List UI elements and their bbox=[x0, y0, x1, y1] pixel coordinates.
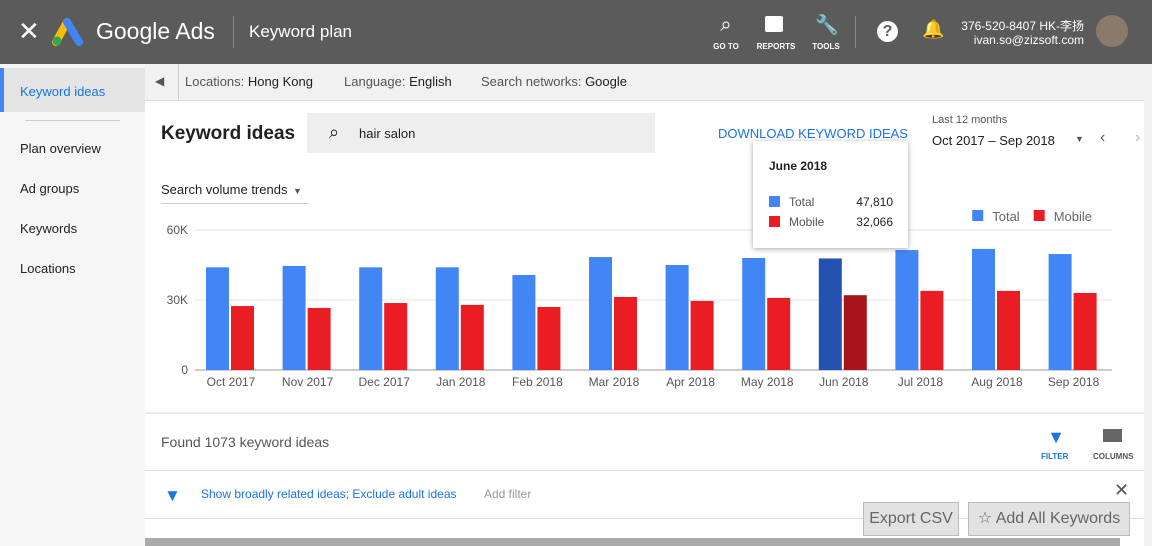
app-name: Google Ads bbox=[96, 18, 215, 44]
filter-label: Locations: bbox=[185, 74, 245, 89]
nav-reports[interactable]: REPORTS bbox=[756, 42, 796, 51]
bar bbox=[1048, 254, 1072, 370]
bar bbox=[537, 307, 561, 370]
x-tick-label: Oct 2017 bbox=[207, 375, 256, 389]
close-icon[interactable]: ✕ bbox=[18, 16, 40, 46]
next[interactable]: › bbox=[1135, 129, 1141, 146]
filter-text[interactable]: Show broadly related ideas; Exclude adul… bbox=[201, 487, 457, 501]
add-filter[interactable]: Add filter bbox=[484, 487, 532, 501]
trend-menu[interactable]: Search volume trends bbox=[161, 182, 288, 197]
bar bbox=[384, 303, 408, 370]
x-tick-label: Jul 2018 bbox=[898, 375, 944, 389]
bar bbox=[435, 267, 459, 370]
bar bbox=[665, 265, 689, 370]
bar bbox=[614, 296, 637, 370]
account-email: ivan.so@zizsoft.com bbox=[973, 33, 1084, 47]
range-label: Last 12 months bbox=[932, 114, 1008, 126]
bar bbox=[767, 297, 791, 370]
nav-goto[interactable]: GO TO bbox=[713, 42, 739, 51]
x-tick-label: Jun 2018 bbox=[819, 375, 869, 389]
prev[interactable]: ‹ bbox=[1100, 129, 1106, 146]
filter-bar: ◀ Locations: Hong Kong Language: English… bbox=[145, 64, 1144, 101]
bar bbox=[972, 248, 995, 370]
y-tick-label: 30K bbox=[167, 293, 188, 307]
bar bbox=[589, 257, 612, 370]
sidebar-item[interactable]: Ad groups bbox=[20, 181, 80, 196]
filter-value[interactable]: English bbox=[409, 74, 452, 89]
tooltip-title: June 2018 bbox=[769, 159, 828, 173]
x-tick-label: Nov 2017 bbox=[282, 375, 334, 389]
avatar[interactable] bbox=[1096, 15, 1128, 47]
tooltip: June 2018 Total 47,810 Mobile 32,066 bbox=[753, 141, 908, 248]
download-link[interactable]: DOWNLOAD KEYWORD IDEAS bbox=[718, 126, 908, 141]
x-tick-label: May 2018 bbox=[741, 375, 794, 389]
columns-button[interactable]: COLUMNS bbox=[1093, 452, 1134, 461]
bar bbox=[359, 267, 383, 370]
sidebar-item[interactable]: Plan overview bbox=[20, 141, 101, 156]
filter-label: Search networks: bbox=[481, 74, 582, 89]
nav-tools[interactable]: TOOLS bbox=[812, 42, 840, 51]
bar bbox=[1073, 293, 1097, 370]
bar bbox=[460, 304, 484, 370]
search-box[interactable]: ⌕ hair salon bbox=[307, 113, 655, 153]
header: ✕ Google Ads Keyword plan ⌕ 🔧 GO TO REPO… bbox=[0, 0, 1152, 64]
sidebar-item[interactable]: Keywords bbox=[20, 221, 78, 236]
add-all-label: Add All Keywords bbox=[995, 510, 1121, 527]
export-button[interactable]: Export CSV bbox=[863, 502, 959, 536]
results-card: Found 1073 keyword ideas ▼ FILTER COLUMN… bbox=[145, 414, 1144, 546]
x-tick-label: Jan 2018 bbox=[436, 375, 486, 389]
y-tick-label: 0 bbox=[181, 363, 188, 377]
bar bbox=[920, 290, 944, 370]
account-id: 376-520-8407 HK-李扬 bbox=[961, 19, 1084, 33]
bar bbox=[742, 258, 766, 370]
add-all-button[interactable]: ☆ Add All Keywords bbox=[968, 502, 1130, 536]
bar bbox=[512, 275, 536, 370]
bar bbox=[843, 295, 867, 370]
x-tick-label: Sep 2018 bbox=[1048, 375, 1100, 389]
legend-swatch bbox=[1033, 210, 1045, 221]
filter-button[interactable]: FILTER bbox=[1041, 452, 1069, 461]
help-icon[interactable]: ? bbox=[877, 21, 898, 42]
bar bbox=[895, 250, 919, 370]
sidebar: Keyword ideas Plan overview Ad groups Ke… bbox=[0, 64, 145, 546]
section-title: Keyword ideas bbox=[161, 123, 296, 144]
filter-value[interactable]: Hong Kong bbox=[247, 74, 313, 89]
legend-swatch bbox=[972, 210, 984, 221]
x-tick-label: Dec 2017 bbox=[359, 375, 411, 389]
filter-label: Language: bbox=[344, 74, 406, 89]
legend-label: Mobile bbox=[1054, 209, 1092, 224]
page-title: Keyword plan bbox=[249, 22, 353, 41]
bell-icon[interactable]: 🔔 bbox=[922, 19, 945, 39]
tooltip-label: Mobile bbox=[789, 215, 825, 229]
x-tick-label: Mar 2018 bbox=[589, 375, 640, 389]
sidebar-item[interactable]: Locations bbox=[20, 261, 76, 276]
bar bbox=[231, 306, 254, 370]
search-text: hair salon bbox=[359, 126, 416, 141]
close-filter[interactable]: ✕ bbox=[1114, 480, 1130, 500]
bar bbox=[690, 300, 714, 370]
tooltip-value: 32,066 bbox=[856, 215, 893, 229]
sidebar-item[interactable]: Keyword ideas bbox=[20, 84, 106, 99]
bar bbox=[307, 307, 331, 370]
chart: 0 30K 60K Oct 2017 Nov 2017 Dec 2017 Jan 2018 F… bbox=[167, 209, 1112, 389]
y-tick-label: 60K bbox=[167, 223, 188, 237]
x-tick-label: Feb 2018 bbox=[512, 375, 563, 389]
bar bbox=[818, 258, 842, 370]
tooltip-label: Total bbox=[789, 195, 815, 209]
bar bbox=[282, 265, 306, 370]
x-tick-label: Apr 2018 bbox=[666, 375, 715, 389]
tooltip-value: 47,810 bbox=[856, 195, 893, 209]
range-select[interactable]: Oct 2017 – Sep 2018 bbox=[932, 133, 1055, 148]
legend-label: Total bbox=[992, 209, 1020, 224]
x-tick-label: Aug 2018 bbox=[971, 375, 1023, 389]
filter-value[interactable]: Google bbox=[585, 74, 627, 89]
bar bbox=[997, 290, 1020, 370]
bar bbox=[206, 267, 229, 370]
results-count: Found 1073 keyword ideas bbox=[161, 434, 330, 450]
logo bbox=[52, 18, 83, 46]
